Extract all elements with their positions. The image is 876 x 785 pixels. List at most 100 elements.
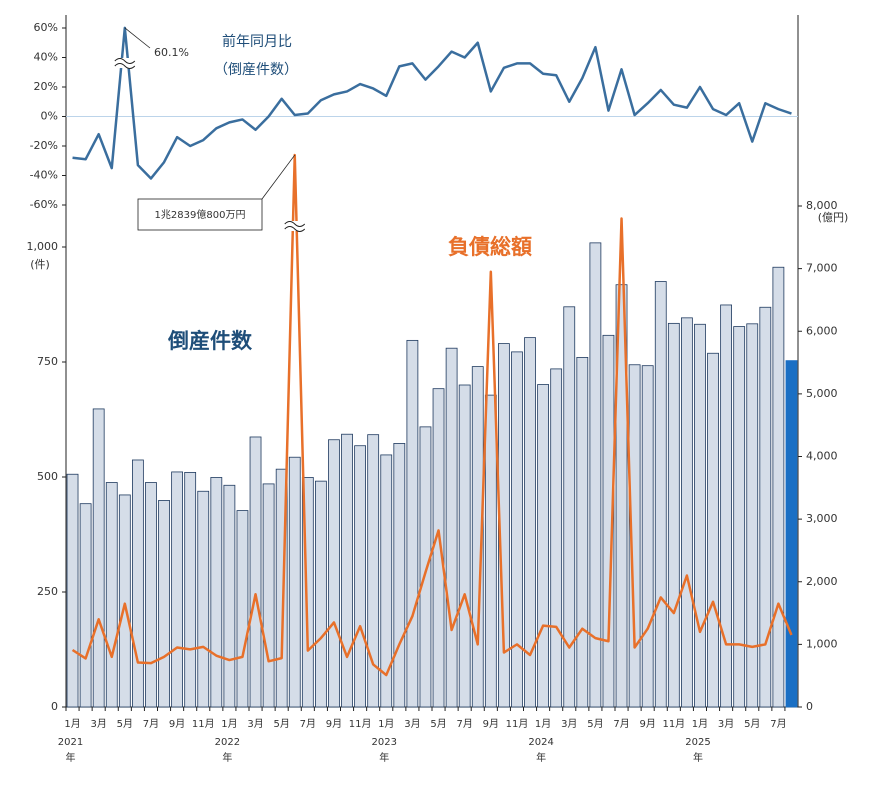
bar <box>288 456 301 708</box>
bar <box>249 436 262 708</box>
bar <box>432 388 445 708</box>
x-tick-label: 5月 <box>430 718 446 730</box>
y3-tick-label: -40% <box>30 169 58 182</box>
bar <box>393 443 406 708</box>
year-suffix: 年 <box>693 751 703 764</box>
x-tick-label: 3月 <box>404 718 420 730</box>
line <box>71 153 793 677</box>
bar <box>262 483 275 708</box>
y3-tick-label: 0% <box>41 110 58 123</box>
bar <box>589 242 602 708</box>
bar <box>328 439 340 708</box>
bar <box>746 323 759 708</box>
year-label: 2021 <box>58 737 83 748</box>
bar <box>419 426 432 708</box>
y2-tick-label: 2,000 <box>806 575 838 588</box>
y-tick-label: 250 <box>37 585 58 598</box>
year-suffix: 年 <box>536 751 546 764</box>
bar <box>236 510 249 708</box>
bar <box>602 334 615 708</box>
x-tick-label: 1月 <box>64 718 80 730</box>
axis-break <box>284 221 306 232</box>
bar <box>367 434 380 708</box>
bar <box>615 284 628 708</box>
bar <box>66 473 79 708</box>
x-tick-label: 3月 <box>561 718 577 730</box>
bar <box>145 482 157 708</box>
bar <box>524 337 536 708</box>
bar <box>105 482 118 708</box>
bar <box>445 347 458 708</box>
y2-tick-label: 8,000 <box>806 199 838 212</box>
bar <box>184 471 197 708</box>
bar <box>511 351 523 708</box>
x-tick-label: 1月 <box>692 718 708 730</box>
bar <box>223 484 236 708</box>
bar <box>275 468 288 708</box>
x-tick-label: 3月 <box>718 718 734 730</box>
x-tick-label: 7月 <box>456 718 472 730</box>
bar <box>92 408 105 708</box>
bar <box>471 366 484 708</box>
x-tick-label: 11月 <box>349 718 372 730</box>
axis-break <box>114 58 136 69</box>
bar <box>537 384 549 708</box>
bar <box>171 471 183 708</box>
y2-tick-label: 1,000 <box>806 637 838 650</box>
year-suffix: 年 <box>379 751 389 764</box>
leader-line <box>261 154 296 200</box>
bar <box>210 477 223 708</box>
bar <box>197 490 210 708</box>
x-tick-label: 7月 <box>613 718 629 730</box>
bar <box>550 368 563 708</box>
y2-tick-label: 6,000 <box>806 324 838 337</box>
bar <box>667 322 680 708</box>
bar <box>628 364 641 708</box>
line <box>72 26 792 180</box>
bar <box>654 281 667 708</box>
bar <box>484 394 497 708</box>
bar-label: 倒産件数 <box>167 329 253 353</box>
bar <box>641 365 654 708</box>
yoy-subtitle: （倒産件数） <box>214 62 298 78</box>
y-tick-label: 1,000 <box>27 240 59 253</box>
x-tick-label: 7月 <box>770 718 786 730</box>
label-box <box>137 198 263 231</box>
x-tick-label: 11月 <box>192 718 215 730</box>
axis-break-bg <box>284 221 305 231</box>
y-unit: (件) <box>30 258 50 271</box>
y-tick-label: 750 <box>37 355 58 368</box>
year-label: 2024 <box>528 737 553 748</box>
bar <box>563 306 576 708</box>
x-tick-label: 11月 <box>662 718 685 730</box>
y2-tick-label: 7,000 <box>806 262 838 275</box>
bar <box>681 317 693 708</box>
bar <box>720 304 732 708</box>
x-tick-label: 9月 <box>169 718 185 730</box>
bar <box>694 323 706 708</box>
y2-tick-label: 5,000 <box>806 387 838 400</box>
bar <box>772 266 785 708</box>
bar <box>301 477 314 708</box>
y3-tick-label: -60% <box>30 198 58 211</box>
line-label: 負債総額 <box>448 235 532 259</box>
y-tick-label: 0 <box>51 700 58 713</box>
y3-tick-label: 20% <box>34 80 58 93</box>
x-tick-label: 3月 <box>90 718 106 730</box>
x-tick-label: 7月 <box>143 718 159 730</box>
bar <box>406 339 419 708</box>
x-tick-label: 5月 <box>273 718 289 730</box>
value-label: 60.1% <box>154 46 189 59</box>
x-tick-label: 9月 <box>483 718 499 730</box>
x-tick-label: 9月 <box>326 718 342 730</box>
yoy-title: 前年同月比 <box>222 33 292 50</box>
year-suffix: 年 <box>66 751 76 764</box>
x-tick-label: 1月 <box>535 718 551 730</box>
x-tick-label: 1月 <box>378 718 394 730</box>
y2-tick-label: 0 <box>806 700 813 713</box>
x-tick-label: 3月 <box>247 718 263 730</box>
x-tick-label: 5月 <box>117 718 133 730</box>
axis-break-bg <box>114 58 135 68</box>
x-tick-label: 1月 <box>221 718 237 730</box>
